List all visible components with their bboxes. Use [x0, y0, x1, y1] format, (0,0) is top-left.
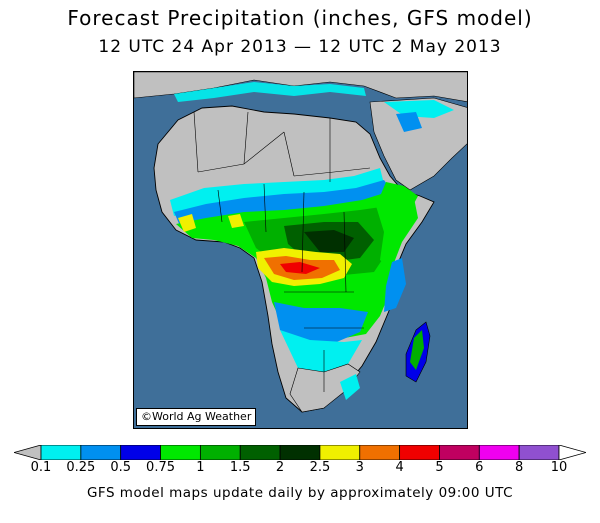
legend-arrow-high — [558, 445, 586, 460]
legend-arrow-low — [14, 445, 42, 460]
map-credit: ©World Ag Weather — [136, 408, 257, 426]
legend-tick-label: 5 — [435, 460, 444, 475]
legend-segment — [239, 445, 281, 460]
legend-segment — [120, 445, 161, 460]
legend-tick-label: 6 — [475, 460, 484, 475]
legend-segment — [40, 445, 82, 460]
color-legend — [14, 445, 586, 460]
legend-tick-label: 4 — [395, 460, 404, 475]
country-borders — [193, 111, 371, 392]
legend-tick-label: 0.5 — [110, 460, 132, 475]
west-africa-yellow-patch — [178, 214, 196, 232]
mediterranean-rain — [174, 82, 366, 102]
legend-tick-label: 1 — [196, 460, 205, 475]
madagascar-wet-core — [410, 330, 424, 370]
legend-segment — [518, 445, 560, 460]
legend-tick-label: 8 — [515, 460, 524, 475]
arabia-rain — [396, 112, 422, 132]
legend-tick-label: 10 — [550, 460, 568, 475]
arabia-landmass — [369, 97, 467, 191]
legend-tick-label: 2 — [275, 460, 285, 475]
south-east-coast-rain — [340, 374, 360, 400]
ethiopia-rain — [376, 182, 418, 268]
legend-segment — [279, 445, 321, 460]
angola-red-core — [280, 262, 320, 274]
map-canvas — [134, 72, 467, 428]
legend-bar — [14, 445, 586, 460]
legend-segment — [478, 445, 520, 460]
legend-segment — [439, 445, 480, 460]
map-title: Forecast Precipitation (inches, GFS mode… — [67, 6, 533, 30]
congo-core — [304, 230, 354, 252]
precipitation-map: ©World Ag Weather — [133, 71, 468, 429]
legend-segment — [359, 445, 401, 460]
nigeria-yellow-patch — [228, 214, 244, 228]
update-note: GFS model maps update daily by approxima… — [86, 485, 514, 501]
southern-blue-edge — [274, 302, 368, 344]
legend-segment — [319, 445, 361, 460]
southern-cyan-edge — [280, 330, 362, 372]
legend-tick-label: 1.5 — [229, 460, 251, 475]
legend-segment — [399, 445, 440, 460]
legend-segment — [80, 445, 122, 460]
legend-tick-label: 0.25 — [66, 460, 96, 475]
legend-tick-label: 2.5 — [309, 460, 331, 475]
legend-tick-label: 0.75 — [146, 460, 176, 475]
legend-segment — [160, 445, 201, 460]
legend-tick-label: 0.1 — [30, 460, 52, 475]
legend-tick-label: 3 — [355, 460, 364, 475]
legend-segment — [199, 445, 241, 460]
east-africa-coast-rain — [384, 258, 406, 312]
map-subtitle: 12 UTC 24 Apr 2013 — 12 UTC 2 May 2013 — [98, 37, 502, 57]
